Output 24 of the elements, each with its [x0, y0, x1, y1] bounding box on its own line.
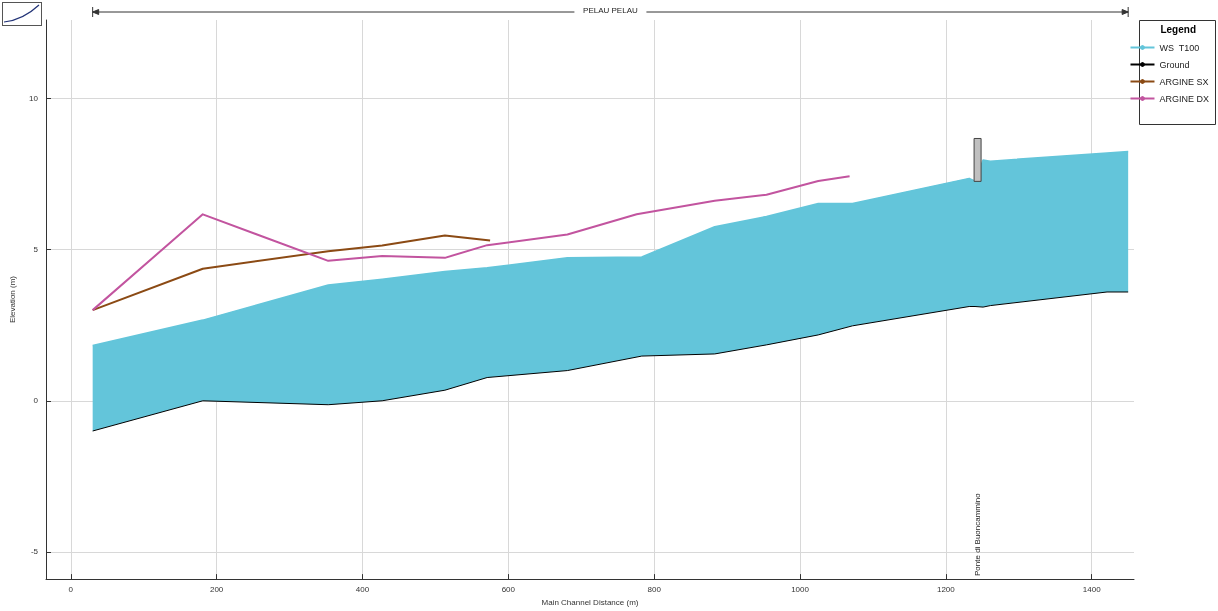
x-axis-title: Main Channel Distance (m) [541, 597, 639, 607]
y-tick-label: -5 [30, 547, 39, 557]
x-tick-label: 200 [209, 584, 224, 594]
legend-label: WS T100 [1159, 42, 1200, 53]
x-tick-label: 800 [647, 584, 662, 594]
y-tick-label: 10 [29, 94, 39, 104]
legend-title: Legend [1160, 23, 1197, 35]
x-tick-label: 600 [501, 584, 516, 594]
y-tick-label: 0 [33, 396, 39, 406]
legend-label: Ground [1159, 59, 1190, 70]
y-tick-label: 5 [33, 245, 39, 255]
x-tick-label: 0 [68, 584, 74, 594]
x-tick-label: 1200 [936, 584, 956, 594]
x-tick-label: 400 [355, 584, 370, 594]
line-series [91, 175, 851, 312]
y-axis-title: Elevation (m) [7, 275, 17, 324]
legend-label: ARGINE DX [1159, 93, 1210, 104]
line-series [91, 234, 492, 312]
legend-label: ARGINE SX [1159, 76, 1209, 87]
line-series [92, 291, 1129, 432]
x-tick-label: 1000 [791, 584, 810, 594]
annotation: Ponte di Buoncammino [972, 493, 982, 577]
x-tick-label: 1400 [1082, 584, 1102, 594]
text: PELAU PELAU [583, 6, 638, 15]
